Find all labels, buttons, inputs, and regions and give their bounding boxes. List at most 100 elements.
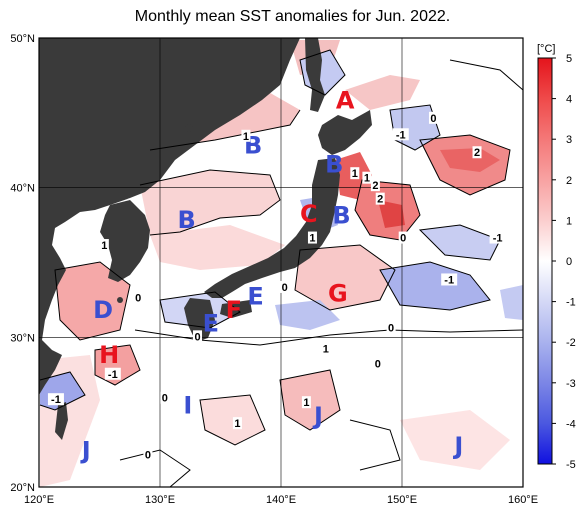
contour-label: 1: [352, 168, 358, 180]
contour-label-bg: [133, 291, 143, 304]
colorbar-tick-label: -3: [566, 378, 576, 390]
contour-label-bg: [375, 192, 385, 205]
contour-label-bg: [241, 129, 251, 142]
contour-label: 0: [282, 282, 288, 294]
zone-letter: B: [177, 206, 195, 234]
colorbar-tick-label: 4: [566, 94, 572, 106]
contour-label: 0: [162, 393, 168, 405]
zone-letter: J: [80, 437, 91, 465]
colorbar-tick-label: -5: [566, 459, 576, 471]
contour-label-bg: [370, 179, 380, 192]
longitude-label: 160°E: [508, 494, 538, 506]
latitude-label: 40°N: [10, 183, 35, 195]
contour-label: 1: [309, 233, 315, 245]
contour-label: 1: [323, 343, 329, 355]
zone-letter: C: [300, 200, 318, 228]
contour-label-bg: [428, 111, 438, 124]
contour-label: -1: [396, 129, 406, 141]
contour-label: 0: [194, 331, 200, 343]
contour-label: 0: [145, 450, 151, 462]
colorbar-tick-label: 0: [566, 256, 572, 268]
contour-label: 0: [430, 113, 436, 125]
contour-label-bg: [386, 321, 396, 334]
map-title: Monthly mean SST anomalies for Jun. 2022…: [134, 8, 451, 25]
contour-label-bg: [301, 396, 311, 409]
colorbar-tick-label: -1: [566, 297, 576, 309]
contour-label: 1: [234, 418, 240, 430]
contour-label-bg: [373, 357, 383, 370]
map-frame: [38, 37, 524, 488]
zone-letter: I: [183, 392, 192, 420]
contour-label: -1: [493, 233, 503, 245]
contour-label-bg: [307, 231, 317, 244]
contour-label: 0: [135, 292, 141, 304]
zone-letter: D: [93, 296, 113, 324]
contour-label-bg: [280, 280, 290, 293]
zone-letter: F: [226, 296, 242, 324]
contour-label-bg: [392, 128, 409, 141]
latitude-labels: 50°N 40°N 30°N 20°N: [10, 33, 35, 494]
contour-label: -1: [444, 274, 454, 286]
colorbar-tick-label: 1: [566, 215, 572, 227]
anomaly-fields: [40, 40, 523, 487]
contour-label-bg: [47, 393, 64, 406]
contour-label: 2: [474, 147, 480, 159]
longitude-label: 150°E: [387, 494, 417, 506]
latitude-label: 50°N: [10, 33, 35, 45]
zone-letter: H: [99, 341, 119, 369]
contour-label-bg: [104, 367, 121, 380]
contour-label: 1: [303, 397, 309, 409]
zone-letter: E: [247, 282, 263, 310]
longitude-label: 130°E: [145, 494, 175, 506]
contour-label-bg: [350, 167, 360, 180]
colorbar-tick-label: 3: [566, 134, 572, 146]
contour-label-bg: [321, 342, 331, 355]
colorbar-tick-label: -4: [566, 418, 576, 430]
contour-label: 1: [243, 131, 249, 143]
contour-label-bg: [398, 231, 408, 244]
colorbar-gradient: [537, 57, 553, 465]
contour-label-bg: [193, 330, 203, 343]
contour-label: 2: [372, 180, 378, 192]
zone-letter: J: [312, 402, 323, 430]
contour-label-bg: [232, 417, 242, 430]
colorbar-tick-label: 2: [566, 175, 572, 187]
lat-lon-grid: [39, 38, 523, 487]
colorbar-tick-label: 5: [566, 53, 572, 65]
contour-label-bg: [472, 146, 482, 159]
zone-letter: B: [325, 151, 343, 179]
colorbar: [°C] 5 4 3 2 1 0 -1 -2 -3 -4 -5: [537, 43, 576, 471]
contour-label-bg: [489, 231, 506, 244]
zone-letter: E: [203, 309, 219, 337]
contour-label-bg: [441, 273, 458, 286]
latitude-label: 20°N: [10, 482, 35, 494]
zone-letter: G: [328, 279, 348, 307]
longitude-label: 120°E: [24, 494, 54, 506]
zone-letter: B: [332, 202, 350, 230]
contour-label: 0: [388, 322, 394, 334]
colorbar-tick-label: -2: [566, 337, 576, 349]
land-mass: [39, 38, 372, 440]
contour-label: 1: [101, 240, 107, 252]
contour-label: -1: [51, 394, 61, 406]
contour-label: 2: [377, 194, 383, 206]
colorbar-unit: [°C]: [537, 43, 555, 55]
contour-label: 0: [400, 233, 406, 245]
zone-letter: A: [336, 86, 355, 114]
zone-letter: J: [452, 432, 463, 460]
contour-label-bg: [160, 391, 170, 404]
contour-label-bg: [143, 448, 153, 461]
contour-label: 0: [375, 358, 381, 370]
contour-label-bg: [362, 171, 372, 184]
contour-label: 1: [364, 173, 370, 185]
contour-label: -1: [108, 369, 118, 381]
contour-label-bg: [99, 239, 109, 252]
colorbar-ticks: 5 4 3 2 1 0 -1 -2 -3 -4 -5: [552, 53, 576, 471]
longitude-labels: 120°E 130°E 140°E 150°E 160°E: [24, 494, 538, 506]
latitude-label: 30°N: [10, 332, 35, 344]
longitude-label: 140°E: [266, 494, 296, 506]
